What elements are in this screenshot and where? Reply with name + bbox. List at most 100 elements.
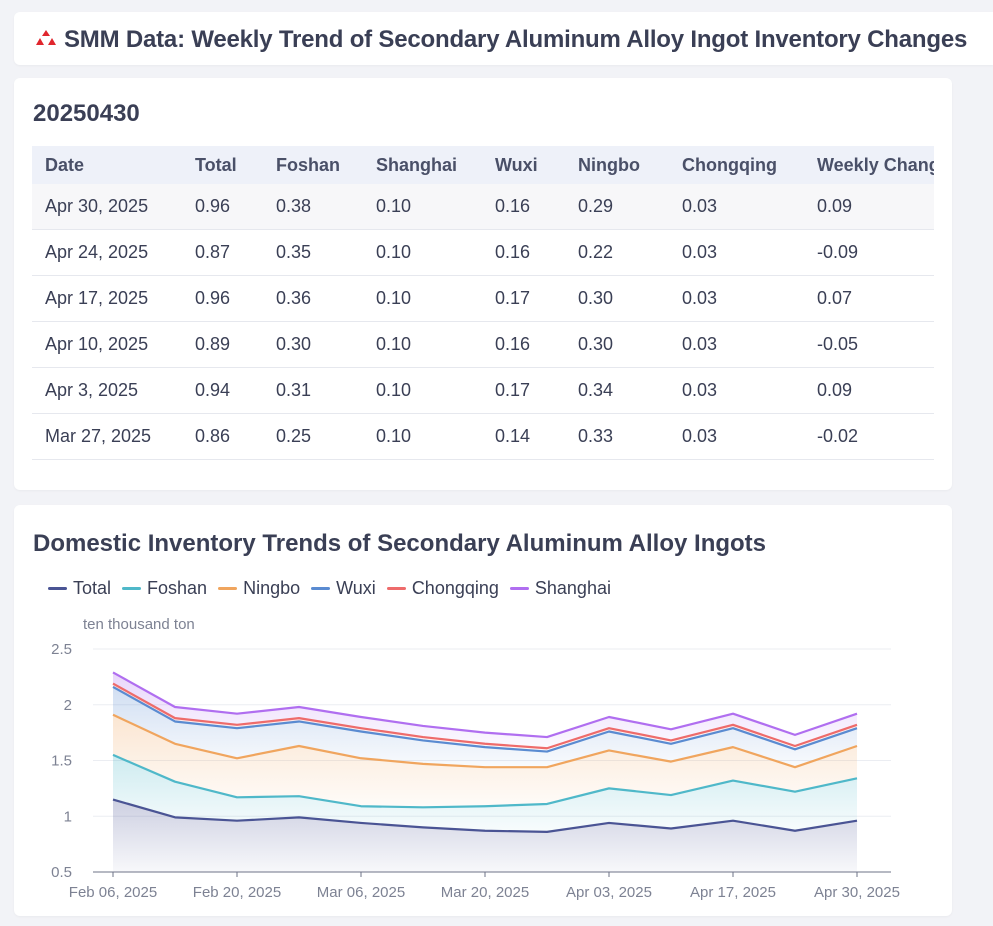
- x-tick-label: Apr 30, 2025: [814, 884, 900, 901]
- table-cell: 0.17: [495, 287, 531, 308]
- column-header: Weekly Change: [817, 154, 934, 175]
- table-cell: Mar 27, 2025: [45, 425, 152, 446]
- table-cell: Apr 24, 2025: [45, 241, 149, 262]
- table-cell: 0.96: [195, 287, 231, 308]
- table-cell: Apr 10, 2025: [45, 333, 149, 354]
- table-row: Apr 30, 2025 0.96 0.38 0.10 0.16 0.29 0.03 0.09: [32, 184, 934, 229]
- table-cell: 0.31: [276, 379, 312, 400]
- x-tick-label: Feb 20, 2025: [193, 884, 281, 901]
- legend-swatch: [218, 587, 238, 590]
- table-cell: Apr 17, 2025: [45, 287, 149, 308]
- table-cell: 0.29: [578, 195, 614, 216]
- table-cell: 0.03: [682, 287, 718, 308]
- legend-item-ningbo[interactable]: Ningbo: [218, 578, 300, 599]
- table-cell: 0.35: [276, 241, 312, 262]
- series-line-total: [112, 798, 858, 833]
- legend-item-foshan[interactable]: Foshan: [122, 578, 207, 599]
- legend-label: Total: [73, 578, 112, 598]
- table-cell: 0.86: [195, 425, 231, 446]
- table-cell: 0.36: [276, 287, 312, 308]
- table-cell: -0.05: [817, 333, 859, 354]
- table-row: Apr 10, 2025 0.89 0.30 0.10 0.16 0.30 0.03 -0.0…: [32, 321, 934, 367]
- legend-label: Wuxi: [336, 578, 376, 598]
- inventory-table: Date Total Foshan Shanghai Wuxi Ningbo Chongqi…: [32, 146, 934, 460]
- area-wuxi: [113, 686, 857, 768]
- table-row: Mar 27, 2025 0.86 0.25 0.10 0.14 0.33 0.03 -0.0…: [32, 413, 934, 459]
- y-tick-label: 1: [64, 808, 72, 825]
- table-cell: 0.10: [376, 195, 412, 216]
- table-cell: 0.03: [682, 195, 718, 216]
- table-cell: 0.87: [195, 241, 231, 262]
- series-line-chongqing: [112, 682, 858, 750]
- table-cell: Apr 3, 2025: [45, 379, 139, 400]
- table-cell: Apr 30, 2025: [45, 195, 149, 216]
- x-tick-label: Apr 03, 2025: [566, 884, 652, 901]
- inventory-table-card: 20250430 Date Total Foshan Shanghai Wuxi Ning…: [14, 78, 952, 490]
- table-cell: 0.10: [376, 425, 412, 446]
- table-cell: 0.03: [682, 241, 718, 262]
- series-line-foshan: [112, 753, 858, 809]
- table-header-row: Date Total Foshan Shanghai Wuxi Ningbo Chongqi…: [32, 146, 934, 184]
- chart-plot: ten thousand ton 0.5 1 1.5 2 2.5 Feb 06, 2025 F…: [51, 616, 900, 901]
- table-cell: 0.30: [578, 287, 614, 308]
- page-title: SMM Data: Weekly Trend of Secondary Alum…: [64, 26, 968, 53]
- legend-swatch: [48, 587, 67, 590]
- table-cell: -0.09: [817, 241, 859, 262]
- table-row: Apr 17, 2025 0.96 0.36 0.10 0.17 0.30 0.03 0.07: [32, 275, 934, 321]
- legend-swatch: [509, 587, 529, 590]
- table-scroll-area[interactable]: Date Total Foshan Shanghai Wuxi Ningbo Chongqi…: [32, 146, 934, 460]
- table-cell: 0.14: [495, 425, 531, 446]
- series-line-wuxi: [112, 685, 858, 753]
- table-date-title: 20250430: [33, 100, 140, 127]
- column-header: Total: [195, 154, 237, 175]
- legend-label: Foshan: [147, 578, 208, 598]
- table-cell: 0.25: [276, 425, 312, 446]
- table-cell: 0.34: [578, 379, 614, 400]
- table-cell: 0.89: [195, 333, 231, 354]
- table-cell: 0.03: [682, 333, 718, 354]
- table-cell: 0.17: [495, 379, 531, 400]
- table-cell: 0.16: [495, 333, 531, 354]
- x-tick-label: Apr 17, 2025: [690, 884, 776, 901]
- column-header: Chongqing: [682, 154, 777, 175]
- table-cell: 0.10: [376, 287, 412, 308]
- table-cell: 0.03: [682, 425, 718, 446]
- legend-item-wuxi[interactable]: Wuxi: [311, 578, 376, 599]
- header-card: SMM Data: Weekly Trend of Secondary Alum…: [14, 12, 993, 65]
- table-cell: 0.09: [817, 379, 853, 400]
- x-tick-label: Mar 20, 2025: [441, 884, 529, 901]
- table-cell: 0.10: [376, 333, 412, 354]
- column-header: Ningbo: [578, 154, 640, 175]
- table-cell: 0.22: [578, 241, 614, 262]
- y-tick-label: 2.5: [51, 641, 72, 658]
- legend-label: Ningbo: [243, 578, 301, 598]
- y-tick-label: 0.5: [51, 864, 72, 881]
- legend-item-chongqing[interactable]: Chongqing: [386, 578, 499, 599]
- series-line-ningbo: [112, 713, 858, 769]
- legend-swatch: [311, 587, 331, 590]
- legend-item-shanghai[interactable]: Shanghai: [509, 578, 611, 599]
- table-cell: 0.16: [495, 241, 531, 262]
- legend-item-total[interactable]: Total: [48, 578, 111, 599]
- table-cell: 0.38: [276, 195, 312, 216]
- column-header: Shanghai: [376, 154, 458, 175]
- area-ningbo: [113, 714, 857, 808]
- table-cell: 0.03: [682, 379, 718, 400]
- table-cell: 0.33: [578, 425, 614, 446]
- y-tick-label: 2: [64, 697, 72, 714]
- column-header: Date: [45, 154, 85, 175]
- table-cell: 0.07: [817, 287, 853, 308]
- chart-legend: Total Foshan Ningbo Wuxi Chongqing Shanghai: [48, 578, 622, 599]
- table-cell: 0.30: [578, 333, 614, 354]
- table-cell: 0.10: [376, 241, 412, 262]
- table-cell: 0.94: [195, 379, 231, 400]
- column-header: Wuxi: [495, 154, 538, 175]
- table-body: Apr 30, 2025 0.96 0.38 0.10 0.16 0.29 0.03 0.09…: [32, 184, 934, 459]
- series-line-shanghai: [112, 671, 858, 739]
- table-cell: 0.16: [495, 195, 531, 216]
- table-row: Apr 24, 2025 0.87 0.35 0.10 0.16 0.22 0.03 -0.0…: [32, 229, 934, 275]
- x-tick-label: Feb 06, 2025: [69, 884, 157, 901]
- chart-card: Domestic Inventory Trends of Secondary A…: [14, 505, 952, 916]
- legend-label: Shanghai: [534, 578, 611, 598]
- table-cell: 0.30: [276, 333, 312, 354]
